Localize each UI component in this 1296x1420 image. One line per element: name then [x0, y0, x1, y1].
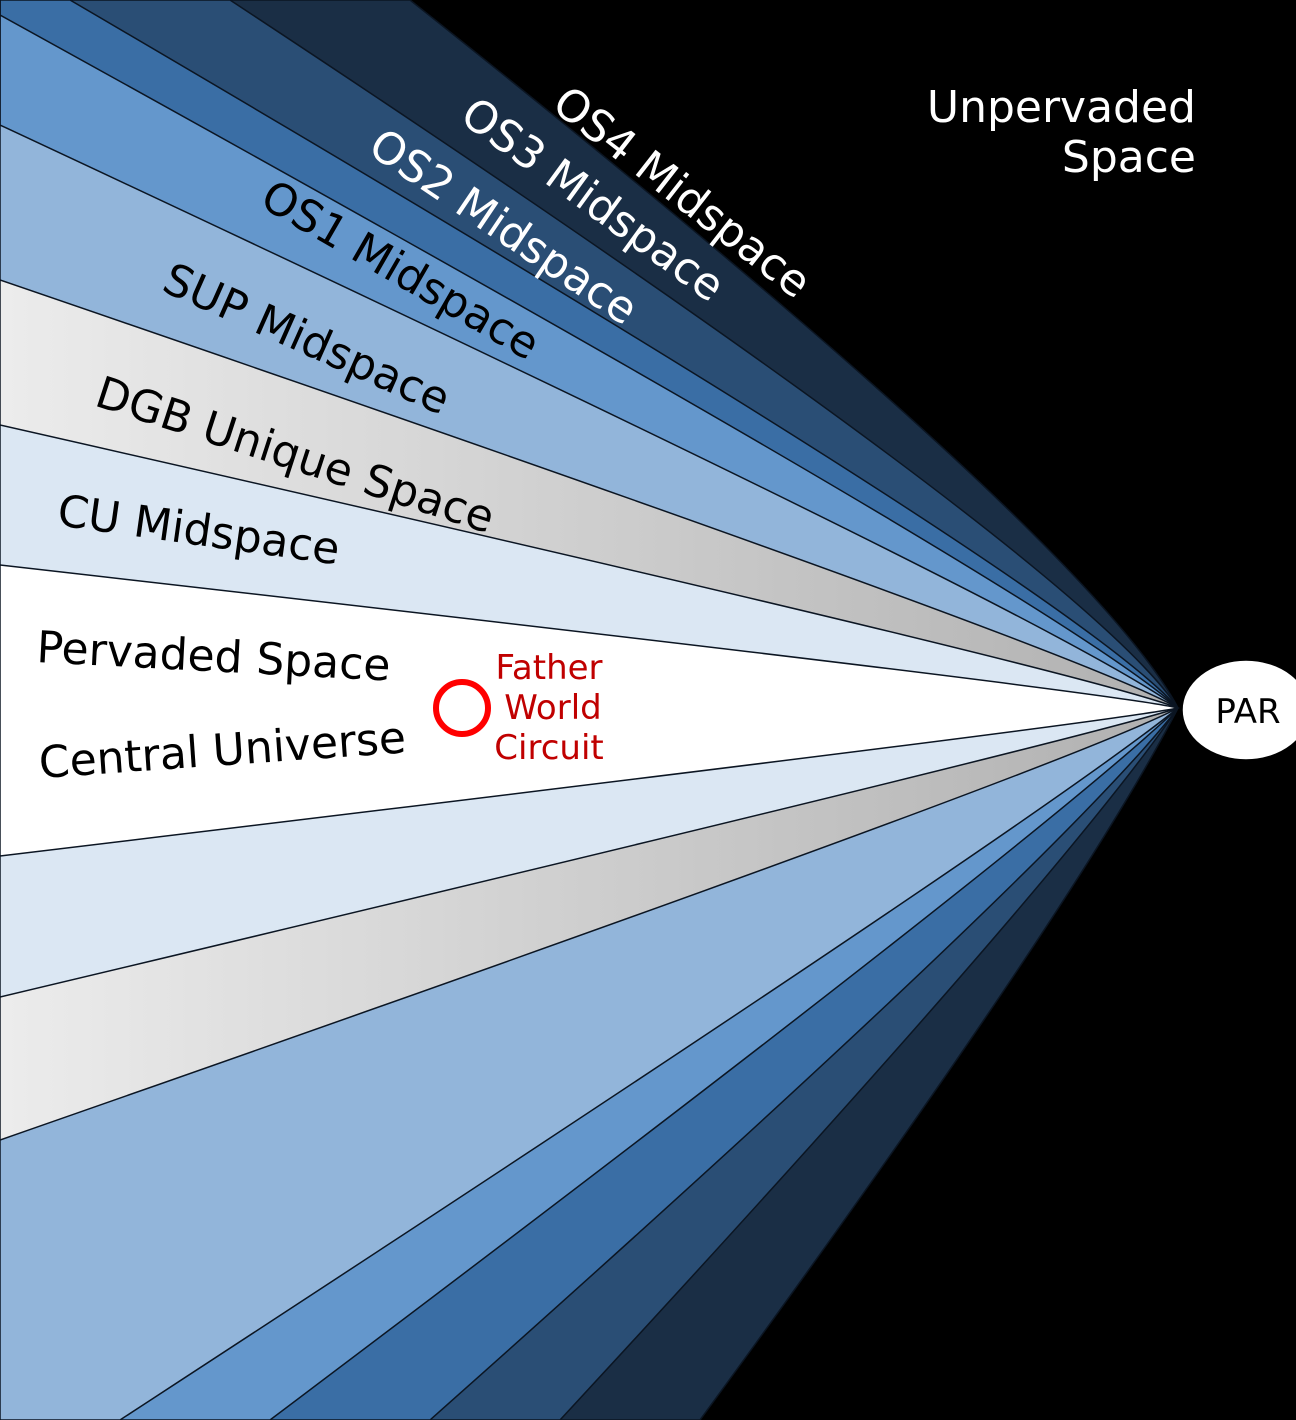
- par-ellipse: [1181, 659, 1296, 761]
- unpervaded-space-label-line1: Unpervaded: [927, 82, 1196, 133]
- father-world-circuit-label-line1: Father: [495, 648, 602, 688]
- father-world-circuit-label-line3: Circuit: [494, 728, 603, 768]
- unpervaded-space-label-line2: Space: [1062, 132, 1196, 183]
- father-world-circuit-label-line2: World: [504, 688, 601, 728]
- par-label: PAR: [1215, 692, 1280, 732]
- father-world-circuit-marker: [433, 679, 491, 737]
- band-central-universe: [0, 564, 1179, 857]
